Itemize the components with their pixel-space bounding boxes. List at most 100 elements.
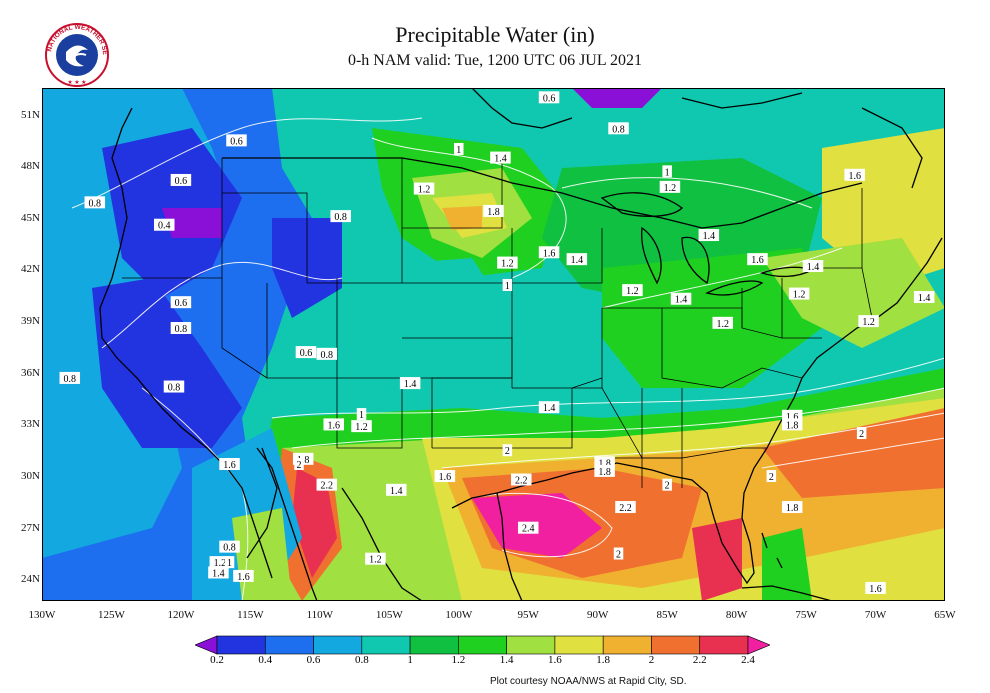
svg-text:1.2: 1.2	[369, 555, 382, 566]
svg-text:0.8: 0.8	[64, 374, 77, 385]
svg-text:2.2: 2.2	[515, 475, 528, 486]
svg-text:2: 2	[859, 429, 864, 440]
contour-label: 1.2	[351, 420, 372, 433]
nws-logo: NATIONAL WEATHER SERVICE ★ ★ ★	[44, 22, 109, 87]
contour-label: 0.8	[163, 380, 185, 394]
svg-text:0.8: 0.8	[334, 212, 347, 223]
colorbar-tick: 0.6	[306, 654, 321, 666]
contour-label: 0.8	[316, 347, 338, 361]
svg-text:1.6: 1.6	[848, 171, 861, 182]
contour-label: 0.6	[295, 346, 317, 359]
svg-text:★ ★ ★: ★ ★ ★	[67, 79, 86, 86]
contour-label: 1.2	[712, 316, 733, 330]
svg-text:0.8: 0.8	[89, 198, 102, 209]
contour-label: 0.6	[226, 134, 247, 147]
svg-text:1.4: 1.4	[918, 293, 931, 304]
svg-text:0.8: 0.8	[175, 324, 188, 335]
contour-label: 1.6	[434, 470, 456, 483]
contour-label: 1	[224, 556, 235, 569]
lon-label-90W: 90W	[586, 609, 609, 621]
colorbar-cell	[409, 635, 459, 655]
svg-text:2: 2	[505, 446, 510, 457]
lon-label-125W: 125W	[98, 609, 125, 621]
svg-text:2.2: 2.2	[619, 503, 632, 514]
colorbar-cell	[458, 635, 507, 655]
colorbar-cell	[747, 635, 770, 655]
svg-text:1: 1	[359, 410, 364, 421]
contour-label: 0.8	[219, 540, 240, 554]
svg-text:0.6: 0.6	[175, 176, 188, 187]
svg-text:1.6: 1.6	[439, 472, 452, 483]
colorbar-cell	[506, 635, 556, 655]
svg-text:0.8: 0.8	[223, 543, 236, 554]
lat-label-30N: 30N	[21, 470, 40, 483]
lat-label-27N: 27N	[21, 521, 40, 534]
credit-text: Plot courtesy NOAA/NWS at Rapid City, SD…	[490, 676, 687, 687]
colorbar-cell	[651, 635, 701, 655]
lon-label-130W: 130W	[28, 609, 56, 621]
colorbar-tick: 0.2	[210, 654, 224, 666]
lon-label-105W: 105W	[375, 609, 403, 621]
svg-text:1.2: 1.2	[418, 185, 431, 196]
svg-text:1.8: 1.8	[598, 467, 611, 478]
colorbar	[195, 635, 770, 655]
contour-label: 2	[294, 458, 304, 471]
lat-label-33N: 33N	[21, 418, 40, 431]
colorbar-tick: 0.8	[354, 654, 369, 666]
contour-label: 1	[502, 278, 513, 292]
svg-text:1.4: 1.4	[390, 486, 403, 497]
contour-label: 1.2	[365, 552, 386, 566]
svg-text:0.8: 0.8	[612, 124, 625, 135]
svg-text:1.4: 1.4	[675, 295, 688, 306]
contour-label: 0.8	[59, 371, 81, 385]
contour-label: 1.2	[659, 180, 681, 194]
precipitable-water-map: 0.60.80.611.41.21.80.60.80.40.81.61.41.2…	[42, 88, 945, 601]
colorbar-tick: 1.2	[451, 654, 466, 666]
svg-text:0.6: 0.6	[230, 136, 243, 147]
svg-text:1.8: 1.8	[487, 207, 500, 218]
svg-text:1.2: 1.2	[664, 183, 677, 194]
contour-label: 1.4	[490, 151, 511, 165]
contour-labels: 0.60.80.611.41.21.80.60.80.40.81.61.41.2…	[59, 91, 935, 595]
lon-label-100W: 100W	[445, 609, 473, 621]
svg-text:1: 1	[227, 558, 232, 569]
svg-text:1.6: 1.6	[751, 255, 764, 266]
svg-text:0.6: 0.6	[543, 93, 556, 104]
svg-text:1.6: 1.6	[869, 584, 882, 595]
lon-label-110W: 110W	[306, 609, 334, 621]
contour-label: 1.4	[698, 229, 720, 242]
contour-label: 2	[766, 470, 777, 483]
contour-label: 0.4	[154, 218, 175, 232]
chart-subtitle: 0-h NAM valid: Tue, 1200 UTC 06 JUL 2021	[347, 52, 643, 69]
svg-text:2: 2	[616, 550, 621, 561]
contour-label: 1.6	[219, 458, 240, 471]
contour-label: 1.2	[497, 256, 518, 270]
svg-text:1.6: 1.6	[327, 420, 340, 431]
contour-label: 0.8	[84, 196, 106, 209]
colorbar-cell	[699, 635, 749, 655]
svg-text:1.4: 1.4	[703, 231, 716, 242]
lat-label-42N: 42N	[21, 263, 40, 276]
contour-label: 1.2	[858, 315, 879, 328]
svg-text:1.2: 1.2	[355, 422, 368, 433]
contour-label: 1.4	[208, 566, 229, 579]
svg-text:2: 2	[769, 472, 774, 483]
lat-label-45N: 45N	[21, 211, 40, 224]
svg-text:1.2: 1.2	[214, 558, 227, 569]
lon-label-95W: 95W	[517, 609, 539, 621]
svg-text:0.4: 0.4	[158, 221, 171, 232]
svg-text:1: 1	[665, 167, 670, 178]
colorbar-tick: 2.4	[741, 654, 755, 666]
colorbar-tick: 2	[648, 654, 655, 666]
svg-text:2.4: 2.4	[522, 524, 535, 535]
svg-text:1.8: 1.8	[786, 420, 799, 431]
svg-text:1.2: 1.2	[626, 286, 639, 297]
svg-text:1.4: 1.4	[571, 255, 584, 266]
contour-label: 1.4	[913, 291, 935, 304]
colorbar-cell	[554, 635, 604, 655]
colorbar-tick: 2.2	[692, 654, 707, 666]
contour-label: 0.6	[538, 91, 560, 104]
svg-text:1.4: 1.4	[807, 262, 820, 273]
svg-text:1.2: 1.2	[793, 290, 806, 301]
contour-label: 1.6	[844, 168, 865, 182]
